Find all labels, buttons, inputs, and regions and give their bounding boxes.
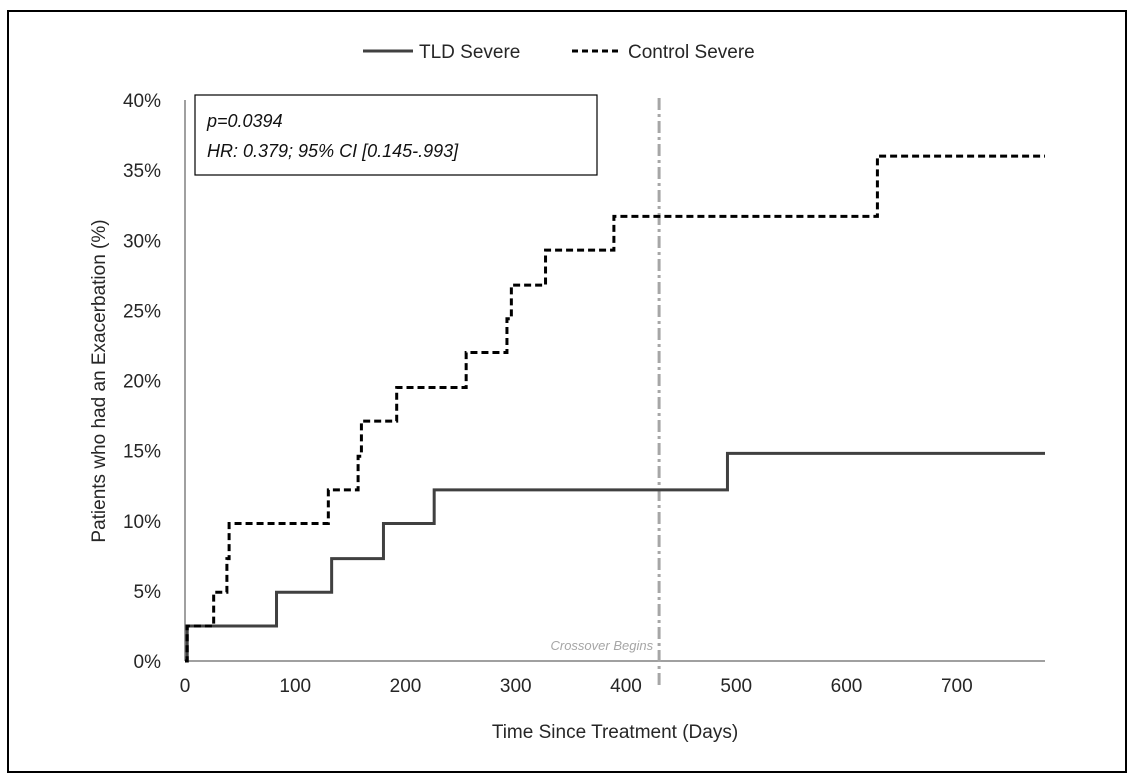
y-tick-label: 20% (123, 372, 161, 393)
chart-border (7, 10, 1127, 773)
x-tick-label: 300 (500, 676, 532, 697)
y-tick-label: 25% (123, 301, 161, 322)
y-tick-label: 40% (123, 91, 161, 112)
x-tick-label: 100 (279, 676, 311, 697)
y-tick-label: 5% (134, 582, 162, 603)
series-line-control-severe (185, 154, 1045, 663)
x-tick-label: 400 (610, 676, 642, 697)
y-tick-label: 35% (123, 161, 161, 182)
crossover-label: Crossover Begins (550, 638, 653, 653)
stats-annotation: p=0.0394 HR: 0.379; 95% CI [0.145-.993] (194, 94, 598, 176)
legend: TLD Severe Control Severe (363, 42, 755, 63)
plot-area: 0% 5% 10% 15% 20% 25% 30% 35% 40% 0 100 200 300 400 50… (123, 91, 1045, 697)
x-axis-title: Time Since Treatment (Days) (492, 722, 738, 743)
legend-label-tld-severe: TLD Severe (419, 42, 520, 63)
p-value-text: p=0.0394 (206, 111, 283, 131)
y-tick-label: 15% (123, 442, 161, 463)
x-tick-label: 200 (390, 676, 422, 697)
y-tick-label: 30% (123, 231, 161, 252)
y-axis-title: Patients who had an Exacerbation (%) (89, 219, 110, 542)
x-tick-label: 600 (831, 676, 863, 697)
x-tick-label: 700 (941, 676, 973, 697)
y-tick-label: 10% (123, 512, 161, 533)
stats-annotation-box (194, 94, 598, 176)
x-tick-label: 500 (720, 676, 752, 697)
y-tick-label: 0% (134, 652, 162, 673)
legend-label-control-severe: Control Severe (628, 42, 755, 63)
series-line-tld-severe (185, 451, 1045, 663)
x-tick-label: 0 (180, 676, 191, 697)
hazard-ratio-text: HR: 0.379; 95% CI [0.145-.993] (207, 141, 459, 161)
